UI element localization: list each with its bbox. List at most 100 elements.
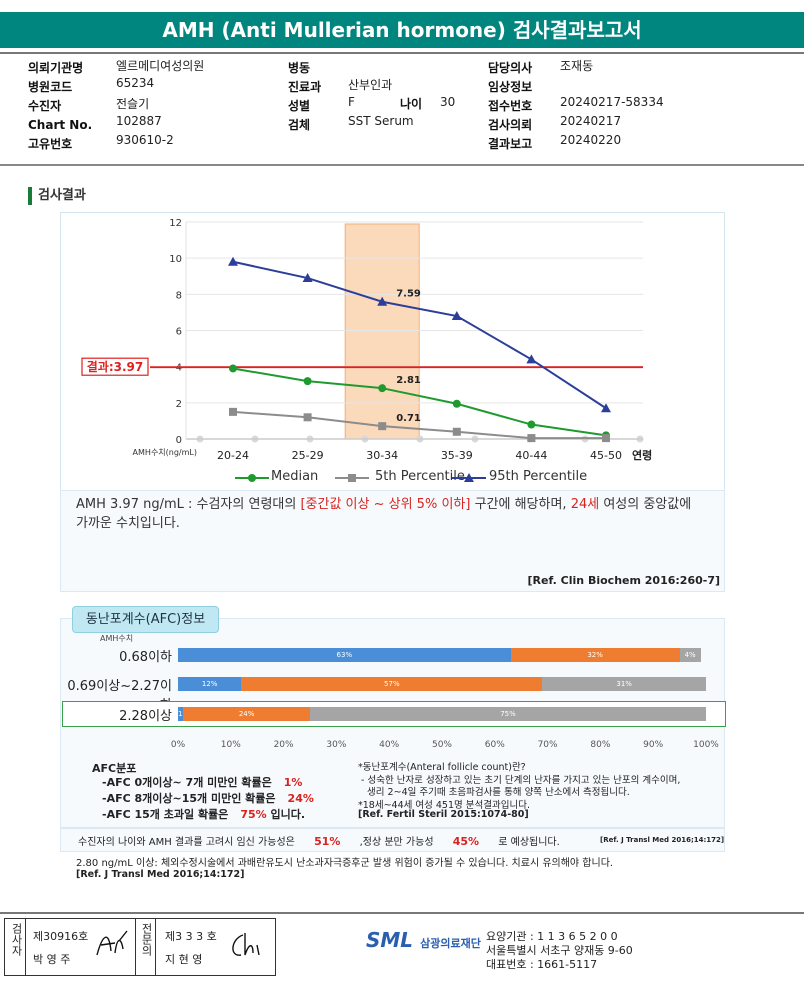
info-label: 고유번호: [28, 137, 73, 151]
info-row: 성별 F: [288, 95, 355, 114]
series-point: [377, 296, 388, 306]
info-label: 검체: [288, 118, 311, 132]
series-point: [451, 311, 462, 321]
pregnancy-text-2: ,정상 분만 가능성: [359, 837, 434, 848]
afc-stacked-bar: 1%24%75%: [178, 707, 706, 721]
result-label: 결과:3.97: [87, 359, 144, 374]
result-label-box: [81, 357, 149, 376]
signer-1-role: 검사자: [10, 923, 23, 956]
info-row: 담당의사 조재동: [488, 57, 593, 76]
info-row: 접수번호 20240217-58334: [488, 95, 664, 114]
legend-p95-marker: [452, 473, 486, 482]
afc-axis-tick: 0%: [170, 740, 186, 750]
title-divider: [0, 52, 804, 54]
y-tick-label: 6: [176, 327, 182, 338]
series-line-1: [232, 410, 606, 440]
legend-p5-marker: [335, 474, 369, 482]
series-point: [378, 384, 387, 393]
signer-1-license: 제30916호: [33, 930, 89, 943]
afc-axis-tick: 40%: [379, 740, 400, 750]
info-label: 병원코드: [28, 80, 73, 94]
lab-address: 서울특별시 서초구 양재동 9-60: [486, 944, 633, 957]
afc-dist-text: -AFC 15개 초과일 확률은: [102, 808, 229, 821]
info-label: 진료과: [288, 80, 322, 94]
info-value: 930610-2: [116, 133, 174, 147]
series-point: [302, 273, 313, 283]
legend-p95-label: 95th Percentile: [489, 469, 588, 484]
y-tick-label: 8: [176, 290, 182, 301]
data-label: 2.81: [396, 375, 421, 386]
info-label: 임상정보: [488, 80, 533, 94]
info-row: 결과보고 20240220: [488, 133, 621, 152]
afc-axis-tick: 100%: [693, 740, 719, 750]
data-label: 7.59: [396, 289, 421, 300]
afc-axis-tick: 90%: [643, 740, 664, 750]
afc-amh-header: AMH수치: [100, 634, 134, 643]
summary-part-1: AMH 3.97 ng/mL : 수검자의 연령대의: [76, 497, 301, 512]
series-point: [229, 407, 237, 416]
afc-stacked-bar: 12% 57% 31%: [178, 677, 706, 691]
series-point: [452, 399, 461, 408]
info-value: 산부인과: [348, 78, 393, 92]
series-point: [303, 377, 312, 386]
info-value: 조재동: [560, 59, 594, 73]
info-row: 검사의뢰 20240217: [488, 114, 621, 133]
afc-dist-suffix: 입니다.: [266, 808, 306, 821]
summary-panel: [60, 490, 725, 592]
afc-axis-tick: 70%: [537, 740, 558, 750]
series-point: [229, 364, 237, 373]
afc-dist-text: -AFC 0개이상~ 7개 미만인 확률은: [102, 776, 272, 789]
afc-dist-pct: 24%: [287, 792, 314, 805]
afc-axis-tick: 10%: [220, 740, 241, 750]
afc-bar-segment: 12%: [178, 677, 242, 691]
afc-dist-title: AFC분포: [92, 762, 137, 775]
afc-row-label: 0.68이하: [119, 650, 172, 665]
y-tick-label: 2: [176, 399, 182, 410]
afc-bar-segment: 1%: [178, 707, 184, 721]
pregnancy-value-2: 45%: [452, 835, 480, 848]
ohss-warning: 2.80 ng/mL 이상: 체외수정시술에서 과배란유도시 난소과자극증후군 …: [76, 858, 614, 869]
afc-axis-tick: 20%: [273, 740, 294, 750]
afc-bar-segment: 75%: [310, 707, 706, 721]
afc-stacked-bar: 63% 32% 4%: [178, 648, 706, 662]
info-value: 20240217-58334: [560, 95, 664, 109]
afc-note-line: *동난포계수(Anteral follicle count)란?: [358, 762, 526, 773]
signature-1-scribble: [96, 930, 128, 956]
afc-axis-tick: 50%: [431, 740, 452, 750]
lab-phone: 대표번호 : 1661-5117: [486, 958, 598, 971]
pregnancy-box: [60, 828, 725, 852]
series-point: [602, 434, 610, 443]
highlight-band: [344, 223, 420, 440]
afc-note-line: *18세~44세 여성 451명 분석결과입니다.: [358, 799, 530, 811]
ohss-reference: [Ref. J Transl Med 2016;14:172]: [76, 869, 245, 880]
info-value: 20240217: [560, 114, 622, 128]
afc-axis-tick: 60%: [484, 740, 505, 750]
series-point: [527, 434, 536, 443]
x-tick-label: 20-24: [217, 449, 249, 462]
afc-dist-row: -AFC 0개이상~ 7개 미만인 확률은 1%: [102, 774, 302, 790]
series-line-2: [232, 260, 607, 410]
report-title: AMH (Anti Mullerian hormone) 검사결과보고서: [0, 12, 804, 48]
info-row: 임상정보: [488, 76, 532, 95]
afc-note-line: - 성숙한 난자로 성장하고 있는 초기 단계의 난자를 가지고 있는 난포의 …: [358, 774, 681, 786]
y-tick-label: 12: [169, 218, 182, 229]
signer-2-license: 제3 3 3 호: [165, 930, 217, 943]
summary-part-5: 여성의 중앙값에: [599, 497, 692, 512]
info-row: Chart No. 102887: [28, 114, 162, 133]
legend-median-marker: [235, 474, 269, 482]
info-label: Chart No.: [28, 118, 93, 132]
y-axis-label: AMH수치(ng/mL): [133, 448, 197, 457]
summary-age: 24세: [570, 497, 600, 512]
pregnancy-text: 수진자의 나이와 AMH 결과를 고려시 임신 가능성은 51% ,정상 분만 …: [78, 833, 560, 848]
series-line-0: [232, 367, 607, 437]
afc-dist-text: -AFC 8개이상~15개 미만인 확률은: [102, 792, 276, 805]
lab-code: 요양기관 : 1 1 3 6 5 2 0 0: [486, 930, 618, 943]
legend-median-label: Median: [271, 469, 319, 484]
signature-block: 검사자 제30916호 박 영 주 전문의 제3 3 3 호 지 현 영: [4, 918, 276, 976]
afc-bar-segment: 63%: [178, 648, 511, 662]
info-value: 엘르메디여성의원: [116, 59, 205, 73]
afc-tab: 동난포계수(AFC)정보: [72, 606, 219, 633]
series-point: [526, 354, 537, 364]
info-label: 의뢰기관명: [28, 61, 84, 75]
section-result-heading: 검사결과: [28, 187, 86, 205]
